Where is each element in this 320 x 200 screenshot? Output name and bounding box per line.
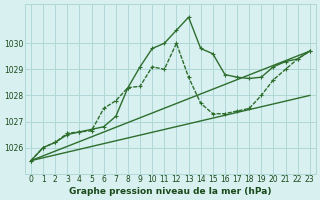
X-axis label: Graphe pression niveau de la mer (hPa): Graphe pression niveau de la mer (hPa) [69, 187, 272, 196]
